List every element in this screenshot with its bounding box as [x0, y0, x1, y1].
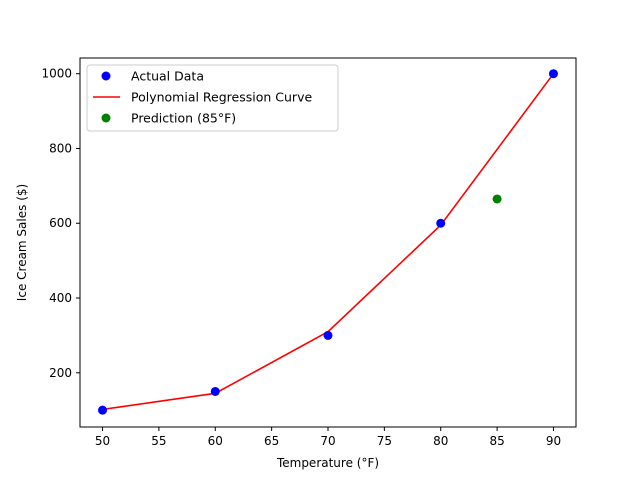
- legend-box: [86, 64, 339, 132]
- legend-label-regression-curve: Polynomial Regression Curve: [131, 90, 312, 105]
- x-tick-label: 50: [95, 434, 110, 448]
- y-axis: 200 400 600 800 1000: [41, 67, 80, 380]
- x-tick-label: 55: [151, 434, 166, 448]
- y-tick-label: 200: [49, 366, 72, 380]
- x-tick-label: 60: [208, 434, 223, 448]
- y-tick-label: 600: [49, 216, 72, 230]
- plot-area: [98, 69, 558, 415]
- legend-marker-actual-data: [101, 71, 111, 81]
- x-tick-label: 65: [264, 434, 279, 448]
- x-tick-label: 90: [546, 434, 561, 448]
- legend-marker-prediction: [101, 113, 111, 123]
- x-axis-label: Temperature (°F): [276, 456, 379, 470]
- data-point-prediction-85-f: [492, 194, 502, 204]
- y-tick-label: 400: [49, 291, 72, 305]
- x-tick-label: 85: [489, 434, 504, 448]
- x-tick-label: 70: [320, 434, 335, 448]
- data-point-actual-data: [548, 69, 558, 79]
- legend: Actual Data Polynomial Regression Curve …: [86, 64, 339, 132]
- x-tick-label: 80: [433, 434, 448, 448]
- x-tick-label: 75: [377, 434, 392, 448]
- data-point-actual-data: [323, 330, 333, 340]
- data-point-actual-data: [210, 386, 220, 396]
- legend-label-actual-data: Actual Data: [131, 69, 204, 84]
- x-axis: 50 55 60 65 70 75 80 85 90: [95, 427, 561, 448]
- data-point-actual-data: [98, 405, 108, 415]
- legend-label-prediction: Prediction (85°F): [131, 111, 236, 126]
- data-point-actual-data: [436, 218, 446, 228]
- y-tick-label: 1000: [41, 67, 72, 81]
- y-axis-label: Ice Cream Sales ($): [15, 184, 29, 301]
- y-tick-label: 800: [49, 141, 72, 155]
